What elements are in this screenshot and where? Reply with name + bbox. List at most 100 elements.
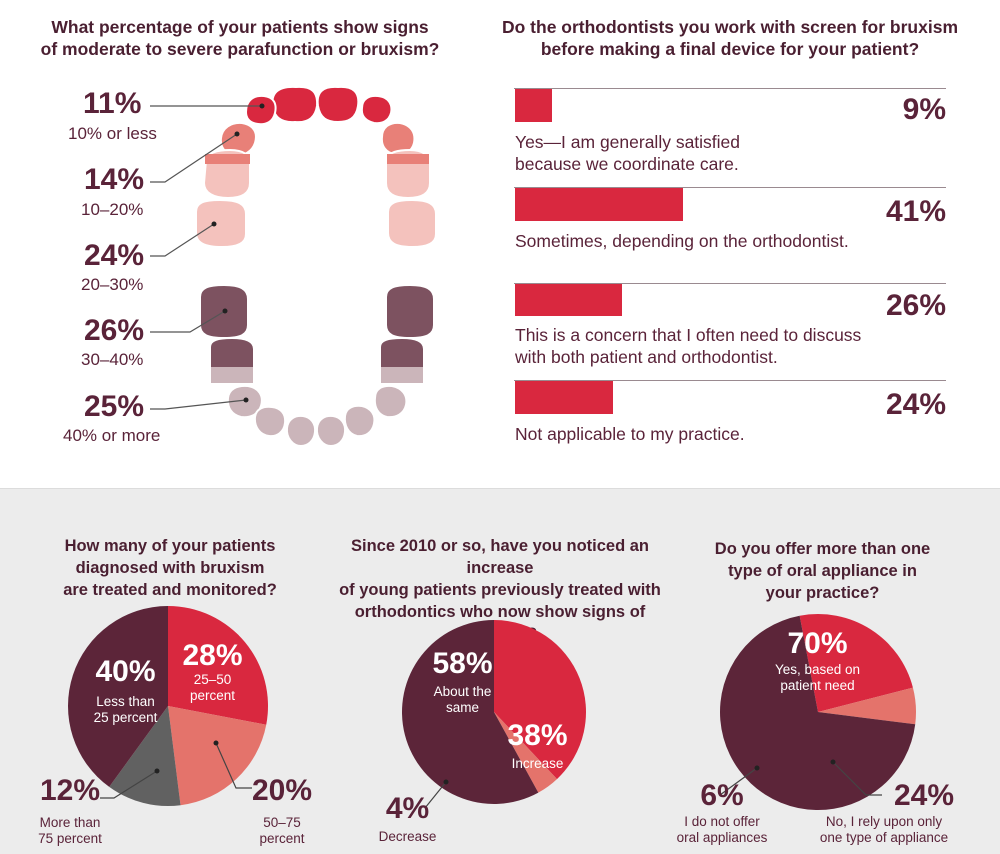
pie2-slice-label-3: 4% Decrease: [370, 793, 445, 845]
tooth-upper-premolar-left-band: [205, 154, 250, 164]
pie2-slice-3: [494, 712, 557, 793]
teeth-pct-3: 24%: [84, 239, 145, 272]
pie1-value-2: 28%: [182, 639, 243, 672]
bar-label-line1: This is a concern that I often need to d…: [515, 325, 862, 345]
pie1-label-2a: 25–50: [193, 672, 232, 687]
pie2-label-1a: About the: [433, 684, 492, 699]
leader-dot: [213, 740, 219, 746]
pie1-slice-1: [68, 606, 168, 787]
teeth-pct-2: 14%: [84, 163, 145, 196]
pie2-value-2: 38%: [507, 719, 568, 752]
tooth-upper-incisor: [316, 85, 360, 124]
pie3-slice-label-1: 70% Yes, based on patient need: [760, 628, 875, 694]
leader-line: [719, 767, 758, 796]
leader-line: [832, 761, 882, 796]
pie1-label-3a: 50–75: [263, 815, 301, 830]
pie2-question-line2: of young patients previously treated wit…: [339, 581, 661, 599]
leader-dot: [222, 308, 228, 314]
pie1-slice-label-3: 20% 50–75 percent: [242, 775, 322, 847]
pie1-value-1: 40%: [95, 655, 156, 688]
pie1-question-line3: are treated and monitored?: [63, 581, 277, 599]
pie1-question-line1: How many of your patients: [64, 537, 276, 555]
tooth-upper-canine-right: [380, 121, 416, 156]
bar: [515, 188, 684, 221]
teeth-pct-1: 11%: [83, 87, 142, 120]
leader-line: [100, 770, 158, 799]
bar-pct: 9%: [902, 93, 946, 126]
teeth-pct-5: 25%: [84, 390, 145, 423]
pie1-value-3: 20%: [251, 774, 313, 807]
pie1-label-1a: Less than: [96, 694, 155, 709]
teeth-diagram: [150, 85, 437, 448]
tooth-lower-molar-right: [385, 283, 435, 340]
bar-label: Yes—I am generally satisfied because we …: [515, 131, 740, 175]
bar-pct: 41%: [885, 195, 946, 228]
pie-leader-lines: [100, 742, 882, 809]
teeth-chart-question: What percentage of your patients show si…: [30, 16, 450, 60]
leader-dot: [754, 765, 760, 771]
pie3-question-line3: your practice?: [765, 584, 880, 602]
tooth-upper-lateral-right: [360, 94, 393, 125]
teeth-pct-4: 26%: [84, 314, 145, 347]
pie3-slice-label-3: 6% I do not offer oral appliances: [672, 780, 772, 846]
tooth-lower-premolar-right-band: [381, 367, 423, 383]
bar-label: Sometimes, depending on the orthodontist…: [515, 230, 849, 252]
pie2-value-1: 58%: [432, 647, 493, 680]
teeth-label-1: 10% or less: [68, 124, 157, 143]
pie2-slice-1: [402, 620, 539, 805]
teeth-question-line2: of moderate to severe parafunction or br…: [40, 39, 440, 59]
bar-label-line2: with both patient and orthodontist.: [515, 347, 778, 367]
pie3-slice-label-2: 24% No, I rely upon only one type of app…: [808, 780, 960, 846]
pie1-question-line2: diagnosed with bruxism: [75, 559, 265, 577]
pie3-label-3b: oral appliances: [676, 830, 768, 845]
bar-pct: 26%: [885, 289, 946, 322]
leader-dot: [830, 759, 836, 765]
bar-label: Not applicable to my practice.: [515, 423, 745, 445]
bar-top-rule: [514, 187, 946, 188]
pie3-value-1: 70%: [787, 627, 848, 660]
pie3-slice-1: [720, 615, 916, 811]
pie3-slice-3: [818, 687, 917, 725]
pie3-label-1a: Yes, based on: [774, 662, 861, 677]
pie1-slice-label-2: 28% 25–50 percent: [170, 640, 255, 704]
top-panel: [0, 0, 1000, 488]
leader-line: [150, 223, 215, 257]
tooth-lower-lateral-left: [253, 405, 287, 438]
tooth-lower-canine-right: [373, 384, 408, 419]
pie2-label-1b: same: [445, 700, 479, 715]
leader-dot: [443, 779, 449, 785]
bar-top-rule: [514, 380, 946, 381]
leader-dot: [234, 131, 240, 137]
pie1-label-4a: More than: [39, 815, 101, 830]
bar-top-rule: [514, 88, 946, 89]
pie1-slice-4: [109, 706, 181, 806]
pie1-label-4b: 75 percent: [38, 831, 102, 846]
tooth-lower-lateral-right: [343, 404, 376, 438]
bar-label-line2: because we coordinate care.: [515, 154, 739, 174]
pie-leader-dots: [154, 740, 836, 785]
bar-question-line1: Do the orthodontists you work with scree…: [501, 17, 959, 37]
bar-top-rule: [514, 283, 946, 284]
pie3-chart: [720, 614, 917, 811]
bar-label-line1: Not applicable to my practice.: [515, 424, 745, 444]
pie3-label-1b: patient need: [780, 678, 855, 693]
bar-question-line2: before making a final device for your pa…: [540, 39, 920, 59]
bar-pct: 24%: [885, 388, 946, 421]
pie1-slice-2: [168, 606, 269, 725]
bar-label-line1: Sometimes, depending on the orthodontist…: [515, 231, 849, 251]
pie1-question: How many of your patients diagnosed with…: [40, 535, 300, 601]
leader-dot: [259, 103, 265, 109]
leader-dot: [211, 221, 217, 227]
leader-line: [150, 310, 226, 333]
pie3-label-2a: No, I rely upon only: [825, 814, 943, 829]
pie2-slice-label-1: 58% About the same: [420, 648, 505, 716]
tooth-upper-molar-right: [387, 198, 437, 249]
pie1-slice-3: [168, 706, 267, 806]
bar-label-line1: Yes—I am generally satisfied: [515, 132, 741, 152]
teeth-label-3: 20–30%: [81, 275, 144, 294]
pie3-label-3a: I do not offer: [684, 814, 760, 829]
bar-label: This is a concern that I often need to d…: [515, 324, 861, 368]
pie2-label-3a: Decrease: [378, 829, 437, 844]
teeth-leader-dots: [211, 103, 265, 403]
tooth-lower-incisor: [315, 414, 347, 448]
